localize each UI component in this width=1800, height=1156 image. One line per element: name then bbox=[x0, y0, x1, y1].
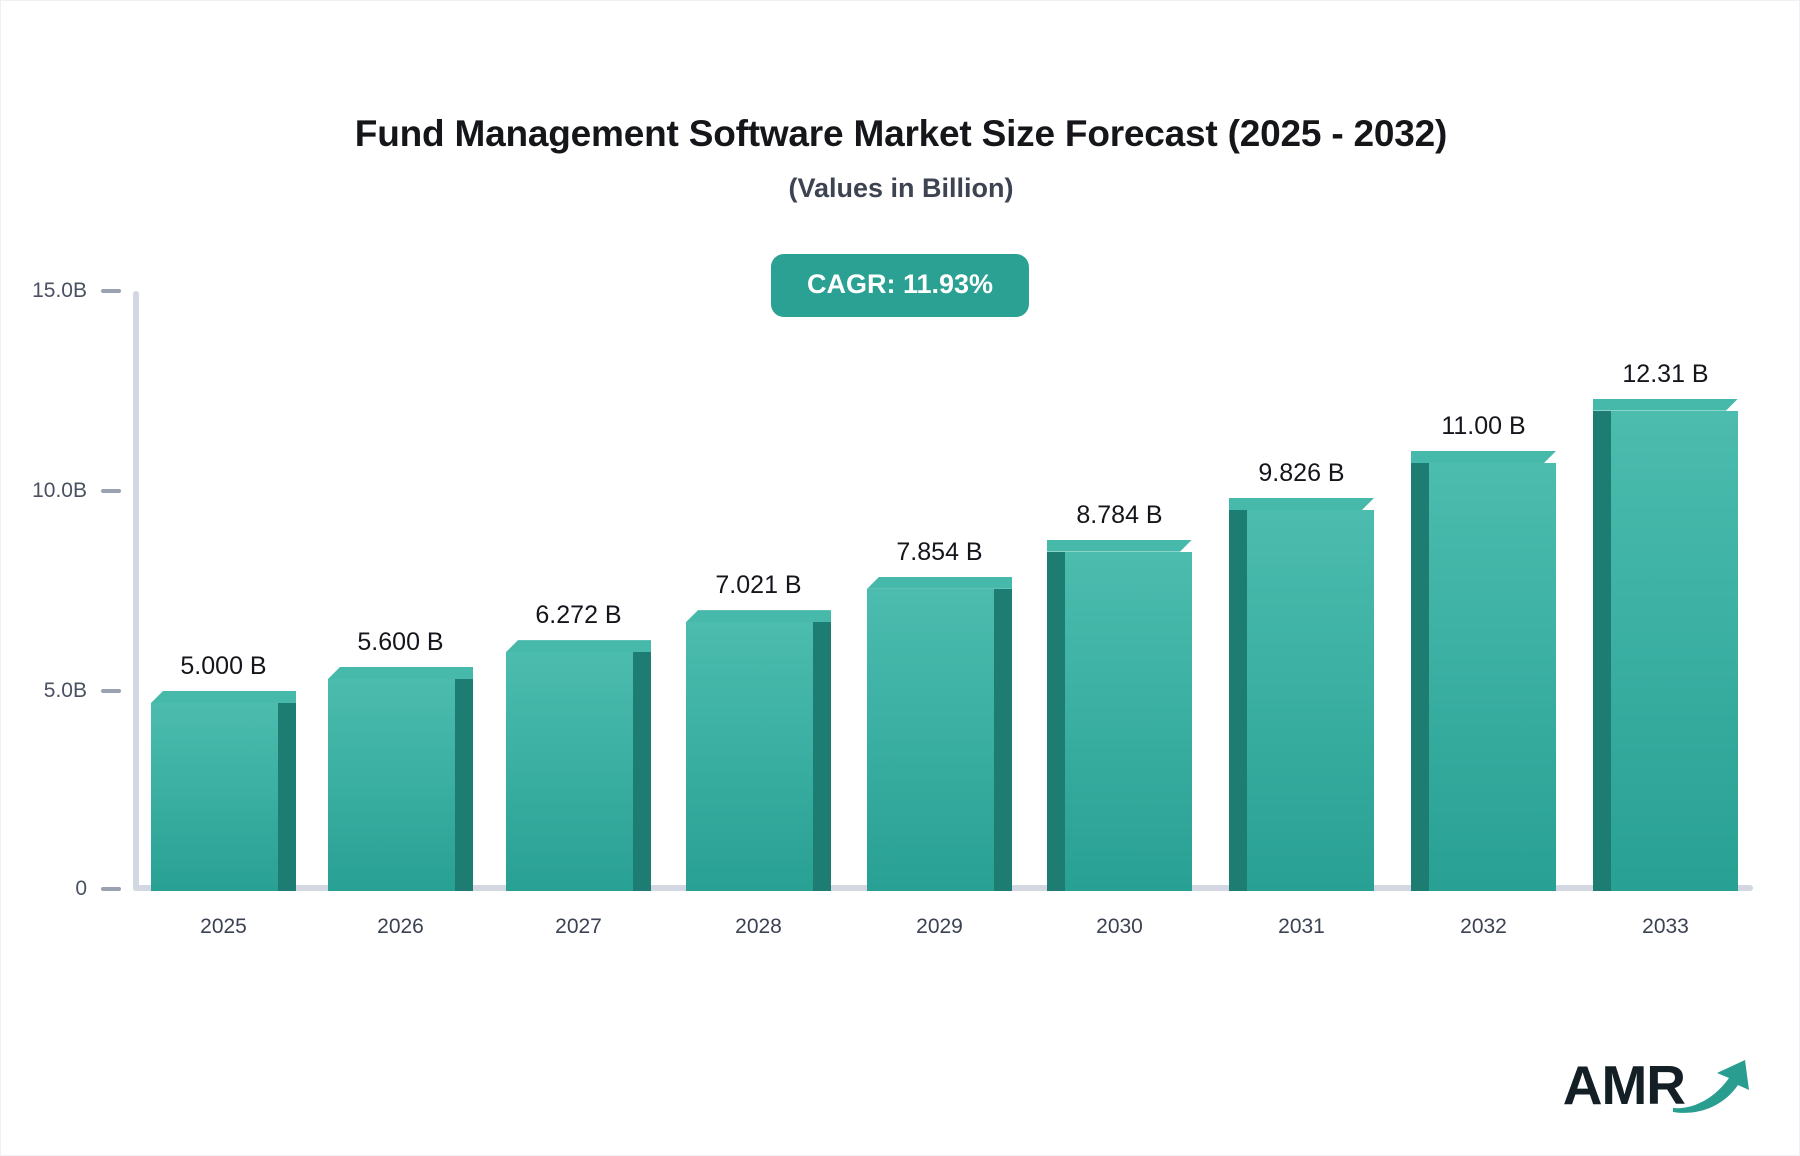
bar-2032[interactable]: 11.00 B bbox=[1411, 412, 1556, 891]
y-tick-5: 5.0B bbox=[1, 677, 121, 705]
y-tick-label: 15.0B bbox=[32, 279, 87, 302]
bar-2030[interactable]: 8.784 B bbox=[1047, 501, 1192, 891]
bar-face bbox=[1611, 410, 1738, 891]
x-label-2028: 2028 bbox=[735, 915, 782, 938]
bar-value-label: 5.000 B bbox=[180, 652, 267, 680]
bar-face bbox=[151, 703, 278, 891]
bar-top-face bbox=[1593, 399, 1738, 411]
bar-side-face bbox=[633, 652, 651, 891]
y-tick-mark-icon bbox=[101, 289, 121, 293]
bar-side-face bbox=[813, 622, 831, 891]
bar-value-label: 5.600 B bbox=[357, 628, 444, 656]
y-tick-10: 10.0B bbox=[1, 477, 121, 505]
trending-up-arrow-icon bbox=[1673, 1054, 1753, 1117]
bar-face bbox=[328, 679, 455, 891]
x-label-2032: 2032 bbox=[1460, 915, 1507, 938]
bar-2031[interactable]: 9.826 B bbox=[1229, 459, 1374, 891]
bar-top-face bbox=[151, 691, 296, 703]
bar-side-face bbox=[1593, 410, 1611, 891]
bar-2029[interactable]: 7.854 B bbox=[867, 538, 1012, 891]
amr-logo: AMR bbox=[1563, 1054, 1753, 1117]
bar-top-face bbox=[1047, 540, 1192, 552]
bar-side-face bbox=[1047, 551, 1065, 891]
y-tick-label: 5.0B bbox=[43, 679, 87, 702]
bar-top-face bbox=[328, 667, 473, 679]
bar-2026[interactable]: 5.600 B bbox=[328, 628, 473, 891]
bar-face bbox=[1247, 509, 1374, 891]
y-tick-mark-icon bbox=[101, 689, 121, 693]
bar-top-face bbox=[686, 610, 831, 623]
bar-side-face bbox=[1411, 463, 1429, 891]
bar-face bbox=[867, 588, 994, 891]
y-tick-mark-icon bbox=[101, 489, 121, 493]
bar-2025[interactable]: 5.000 B bbox=[151, 652, 296, 891]
chart-subtitle: (Values in Billion) bbox=[788, 173, 1014, 203]
y-tick-label: 0 bbox=[75, 877, 87, 900]
y-axis-line bbox=[133, 291, 139, 891]
chart-title: Fund Management Software Market Size For… bbox=[354, 113, 1448, 154]
x-label-2027: 2027 bbox=[555, 915, 602, 938]
bar-2028[interactable]: 7.021 B bbox=[686, 571, 831, 891]
x-label-2030: 2030 bbox=[1096, 915, 1143, 938]
y-tick-0: 0 bbox=[1, 875, 121, 903]
bar-value-label: 7.021 B bbox=[715, 571, 802, 600]
bar-top-face bbox=[1229, 498, 1374, 510]
bar-side-face bbox=[994, 588, 1012, 891]
bar-value-label: 8.784 B bbox=[1076, 500, 1163, 529]
bar-top-face bbox=[506, 640, 651, 653]
y-tick-label: 10.0B bbox=[32, 479, 87, 502]
cagr-badge: CAGR: 11.93% bbox=[770, 254, 1030, 317]
x-label-2025: 2025 bbox=[200, 915, 247, 938]
bar-value-label: 9.826 B bbox=[1258, 458, 1345, 487]
x-label-2031: 2031 bbox=[1278, 915, 1325, 938]
bar-top-face bbox=[1411, 451, 1556, 463]
bar-face bbox=[1429, 463, 1556, 891]
y-tick-mark-icon bbox=[101, 887, 121, 891]
bar-value-label: 7.854 B bbox=[896, 537, 983, 566]
x-label-2026: 2026 bbox=[377, 915, 424, 938]
bar-face bbox=[1065, 551, 1192, 891]
bar-value-label: 11.00 B bbox=[1441, 412, 1526, 440]
bar-face bbox=[506, 652, 633, 891]
bar-side-face bbox=[1229, 509, 1247, 891]
x-label-2033: 2033 bbox=[1642, 915, 1689, 938]
bar-value-label: 12.31 B bbox=[1622, 359, 1709, 388]
y-tick-15: 15.0B bbox=[1, 277, 121, 305]
bar-2027[interactable]: 6.272 B bbox=[506, 601, 651, 891]
bar-face bbox=[686, 622, 813, 891]
amr-logo-text: AMR bbox=[1562, 1054, 1686, 1116]
bar-2033[interactable]: 12.31 B bbox=[1593, 360, 1738, 891]
bar-side-face bbox=[278, 703, 296, 891]
x-label-2029: 2029 bbox=[916, 915, 963, 938]
bar-side-face bbox=[455, 679, 473, 891]
bar-value-label: 6.272 B bbox=[535, 601, 622, 630]
bar-top-face bbox=[867, 576, 1012, 589]
